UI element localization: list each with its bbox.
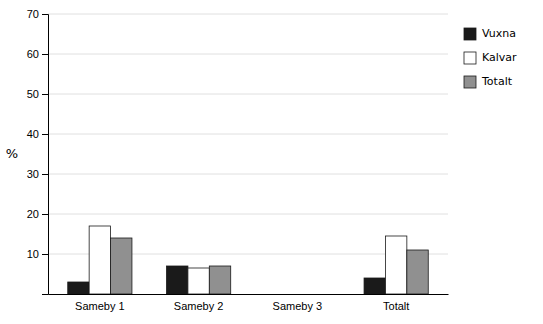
x-tick: Totalt — [383, 300, 409, 312]
bar — [265, 294, 286, 295]
grid-line — [48, 134, 448, 135]
plot: 10 20 30 40 50 60 70 Sameby 1 Sameby 2 Sameby 3 To… — [27, 8, 449, 312]
bar — [68, 282, 89, 294]
y-tick: 40 — [27, 128, 48, 140]
grid — [48, 14, 448, 254]
y-tick-mark — [42, 134, 48, 135]
y-tick-label: 10 — [27, 248, 39, 260]
grid-line — [48, 174, 448, 175]
y-tick-mark — [42, 174, 48, 175]
legend-swatch — [464, 28, 476, 40]
grid-line — [48, 54, 448, 55]
y-tick-label: 70 — [27, 8, 39, 20]
bar — [308, 294, 329, 295]
y-tick-label: 40 — [27, 128, 39, 140]
y-tick: 30 — [27, 168, 48, 180]
legend-label: Totalt — [481, 75, 513, 88]
bar-series — [111, 238, 429, 294]
grid-line — [48, 214, 448, 215]
y-tick-mark — [42, 214, 48, 215]
legend-label: Vuxna — [482, 27, 516, 40]
y-tick-label: 20 — [27, 208, 39, 220]
y-tick: 20 — [27, 208, 48, 220]
legend-item: Kalvar — [464, 51, 517, 64]
y-tick: 10 — [27, 248, 48, 260]
y-tick: 50 — [27, 88, 48, 100]
x-tick-label: Sameby 1 — [75, 300, 125, 312]
grid-line — [48, 14, 448, 15]
x-tick: Sameby 2 — [174, 300, 224, 312]
y-tick-mark — [42, 254, 48, 255]
bars — [68, 226, 428, 294]
bar-series — [89, 226, 407, 294]
bar — [209, 266, 230, 294]
x-tick: Sameby 3 — [273, 300, 323, 312]
y-axis-line — [42, 15, 49, 295]
y-tick-mark — [42, 14, 48, 15]
x-axis-line — [49, 294, 449, 295]
y-axis: 10 20 30 40 50 60 70 — [27, 8, 49, 294]
bar — [287, 294, 308, 295]
y-tick-label: 60 — [27, 48, 39, 60]
legend-item: Totalt — [464, 75, 513, 88]
legend-swatch — [464, 52, 476, 64]
legend: Vuxna Kalvar Totalt — [464, 27, 517, 88]
y-tick-mark — [42, 54, 48, 55]
y-tick-label: 50 — [27, 88, 39, 100]
bar — [167, 266, 188, 294]
x-tick-label: Sameby 3 — [273, 300, 323, 312]
x-axis: Sameby 1 Sameby 2 Sameby 3 Totalt — [49, 295, 449, 312]
bar — [407, 250, 428, 294]
chart: 10 20 30 40 50 60 70 Sameby 1 Sameby 2 Sameby 3 To… — [0, 0, 543, 324]
x-tick-label: Sameby 2 — [174, 300, 224, 312]
grid-line — [48, 94, 448, 95]
legend-swatch — [464, 76, 476, 88]
bar — [385, 236, 406, 294]
legend-label: Kalvar — [482, 51, 517, 64]
bar — [89, 226, 110, 294]
y-tick-mark — [42, 94, 48, 95]
bar — [111, 238, 132, 294]
x-tick: Sameby 1 — [75, 300, 125, 312]
y-tick: 60 — [27, 48, 48, 60]
x-tick-label: Totalt — [383, 300, 409, 312]
bar — [188, 268, 209, 294]
y-axis-title: % — [6, 146, 18, 161]
legend-item: Vuxna — [464, 27, 516, 40]
bar — [364, 278, 385, 294]
y-tick-label: 30 — [27, 168, 39, 180]
y-tick: 70 — [27, 8, 48, 20]
